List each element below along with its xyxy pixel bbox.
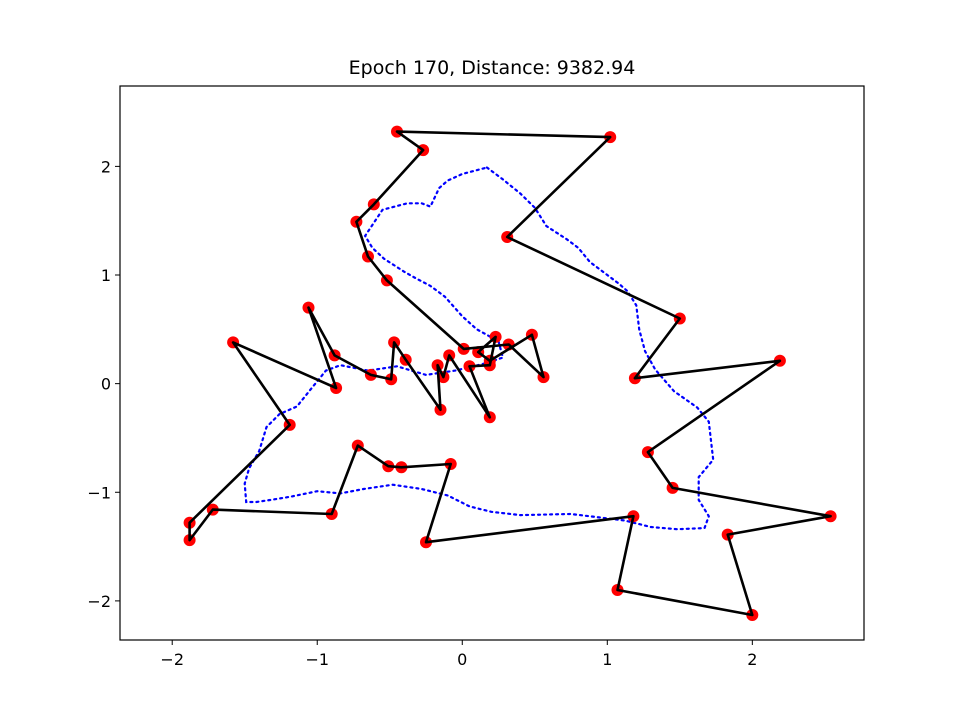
route-line (188, 130, 832, 617)
chart-title: Epoch 170, Distance: 9382.94 (349, 57, 636, 79)
plot-area (183, 125, 837, 621)
contour-line (243, 166, 715, 531)
x-tick-label: −1 (305, 650, 329, 669)
y-tick-label: 1 (101, 266, 111, 285)
x-tick-label: 0 (457, 650, 467, 669)
x-axis: −2 −1 0 1 2 (160, 640, 757, 669)
x-tick-label: −2 (160, 650, 184, 669)
x-tick-label: 1 (602, 650, 612, 669)
y-tick-label: 0 (101, 375, 111, 394)
y-tick-label: 2 (101, 157, 111, 176)
axes-frame (119, 85, 865, 641)
y-axis: −2 −1 0 1 2 (87, 157, 120, 611)
y-tick-label: −1 (87, 483, 111, 502)
x-tick-label: 2 (747, 650, 757, 669)
y-tick-label: −2 (87, 592, 111, 611)
